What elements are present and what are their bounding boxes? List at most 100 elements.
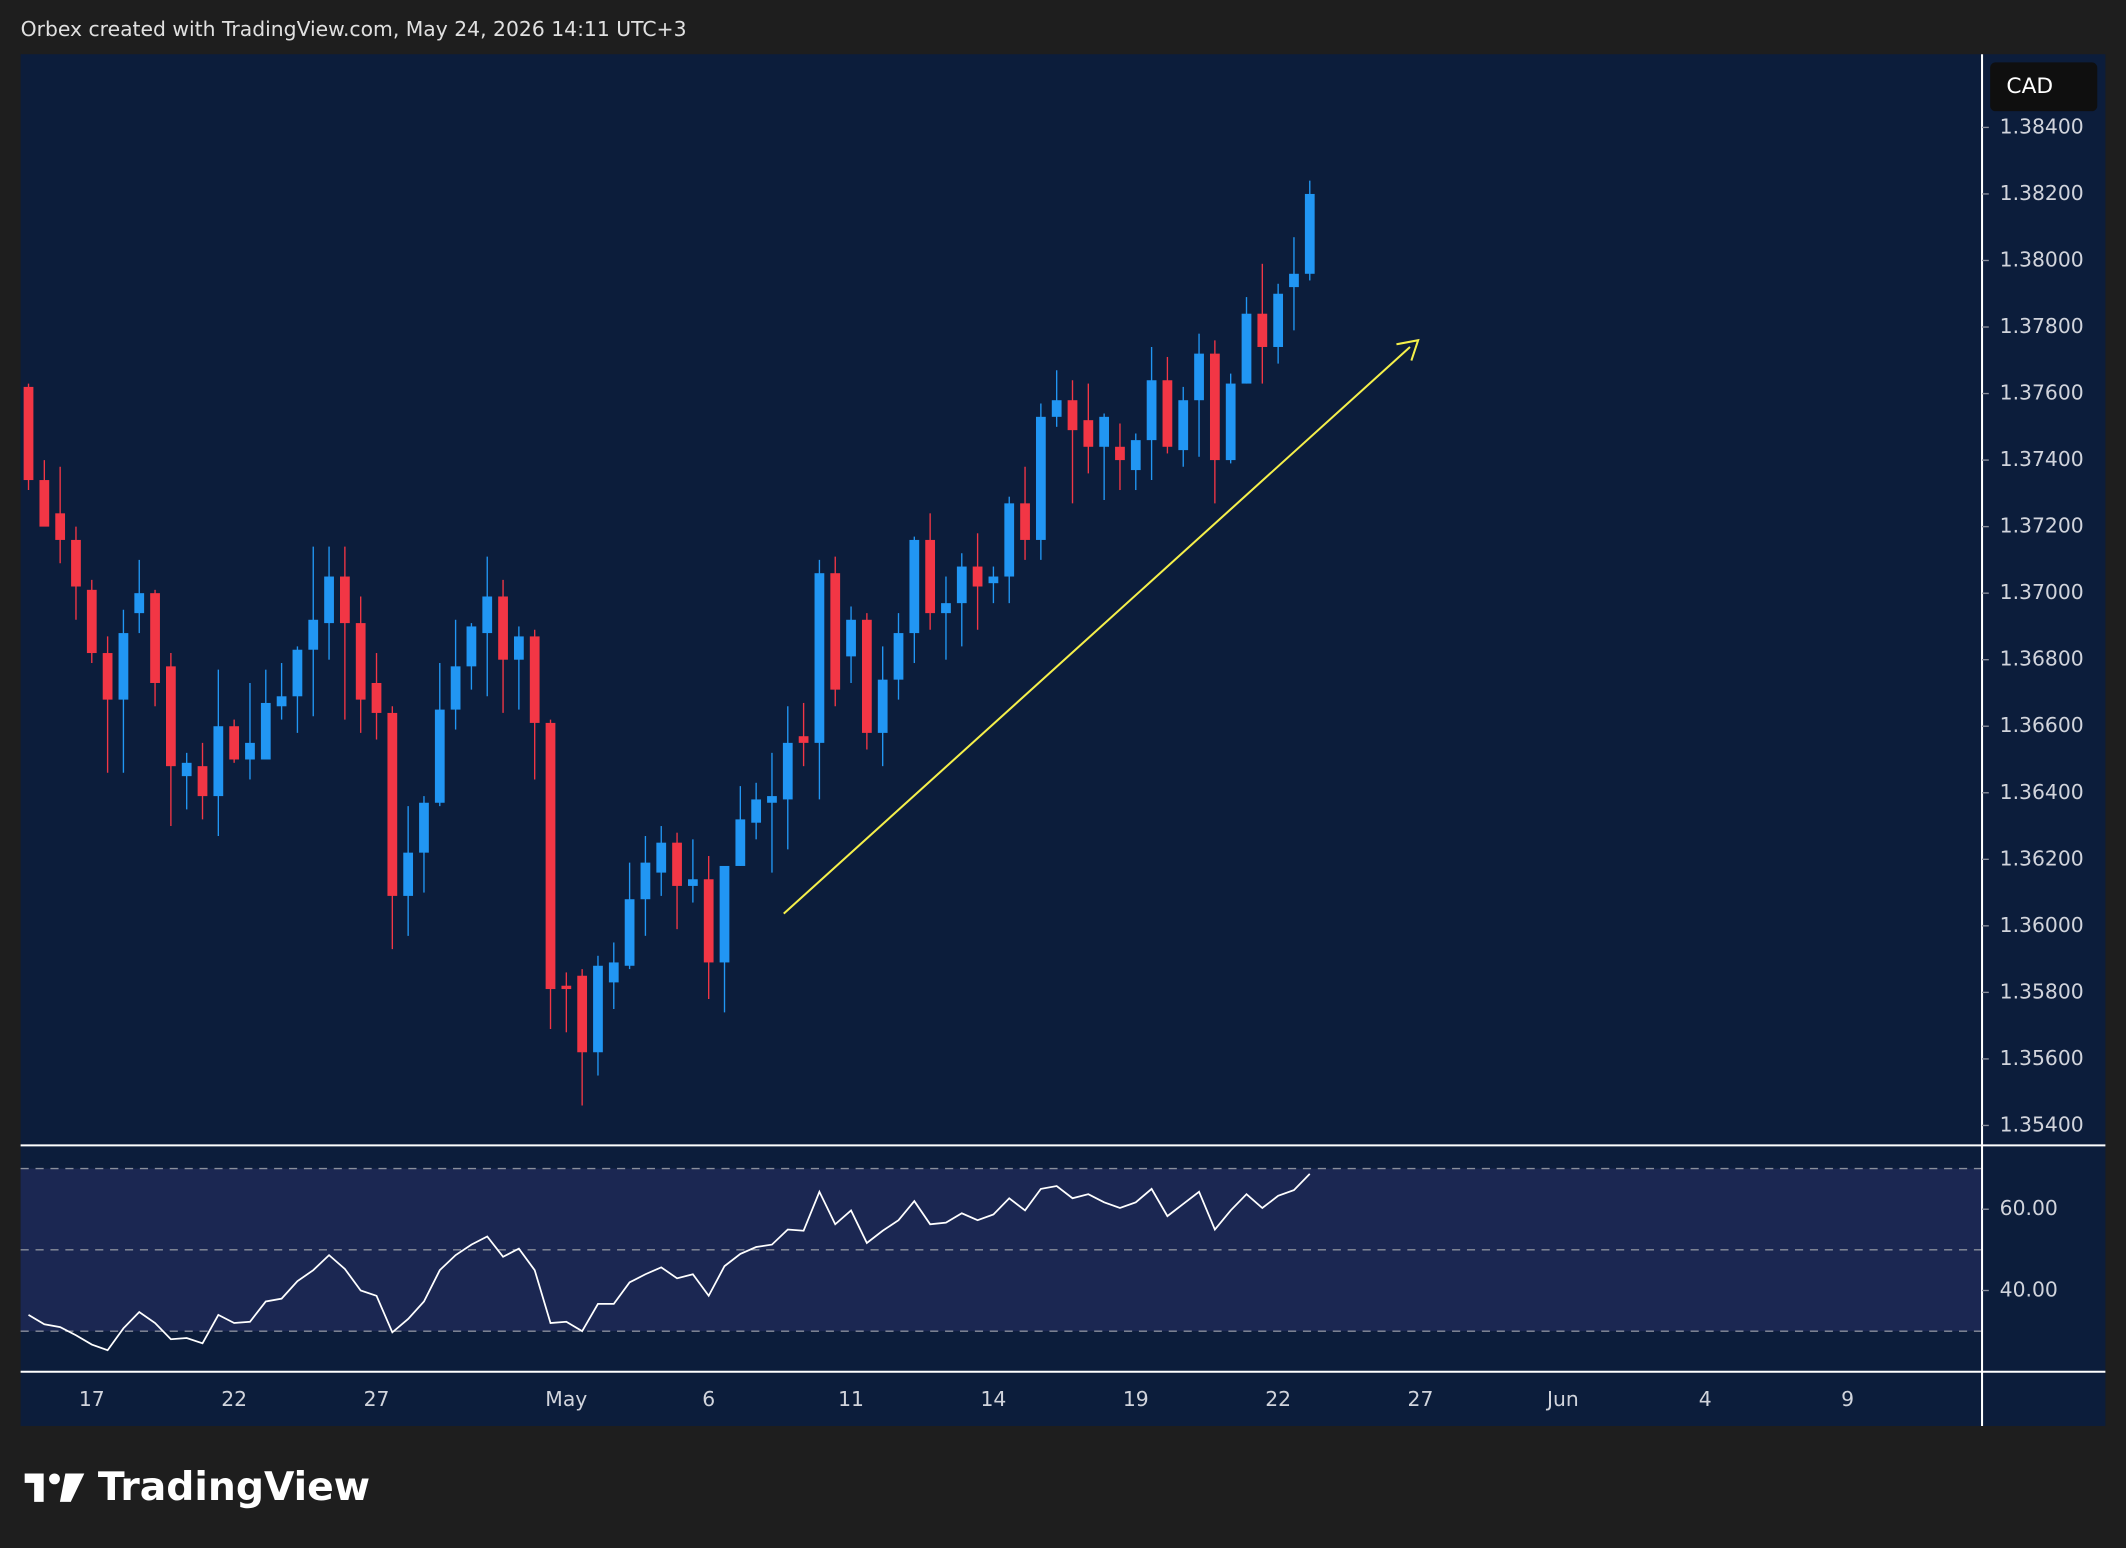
candle-body — [150, 593, 160, 683]
candle-body — [213, 726, 224, 797]
candle-body — [861, 619, 872, 733]
x-tick-label: 22 — [221, 1387, 247, 1411]
y-tick-label: 1.36400 — [2000, 780, 2084, 804]
candle-body — [403, 852, 414, 896]
candle-body — [624, 899, 635, 966]
y-tick-label: 1.36200 — [2000, 846, 2084, 870]
candle-body — [782, 742, 793, 800]
candle-body — [656, 842, 667, 873]
candle-body — [672, 842, 682, 886]
candle-body — [1083, 420, 1094, 447]
candle-body — [498, 596, 508, 660]
candle-body — [118, 633, 129, 700]
candle-body — [245, 742, 255, 760]
candle-body — [846, 619, 856, 657]
candle-body — [719, 865, 730, 963]
candle-body — [735, 819, 746, 866]
rsi-y-tick-label: 40.00 — [2000, 1278, 2058, 1302]
candle-body — [1162, 380, 1173, 447]
candle-body — [956, 566, 967, 604]
candle-body — [371, 682, 382, 713]
logo-shape — [24, 1473, 44, 1502]
x-tick-label: 4 — [1699, 1387, 1712, 1411]
candle-body — [23, 386, 34, 481]
candle-body — [1304, 193, 1315, 274]
candle-body — [55, 513, 66, 540]
candle-body — [1067, 400, 1078, 431]
candle-body — [134, 593, 145, 614]
candle-body — [593, 965, 603, 1053]
candle-body — [1289, 273, 1299, 288]
candle-body — [292, 649, 303, 697]
trend-line — [783, 346, 1411, 915]
candle-body — [1115, 446, 1125, 461]
candle-body — [1178, 400, 1189, 451]
candle-body — [1241, 313, 1252, 384]
x-tick-label: 17 — [79, 1387, 105, 1411]
x-tick-label: 19 — [1123, 1387, 1149, 1411]
candle-body — [1273, 293, 1284, 347]
currency-box — [1990, 62, 2098, 112]
candle-body — [877, 679, 888, 733]
candle-body — [86, 589, 97, 654]
candle-body — [893, 633, 904, 680]
candle-body — [1225, 383, 1236, 461]
candle-body — [1099, 416, 1110, 447]
candle-body — [1146, 380, 1157, 441]
y-tick-label: 1.35800 — [2000, 979, 2084, 1003]
chart-title: Orbex created with TradingView.com, May … — [21, 17, 687, 41]
y-tick-label: 1.38400 — [2000, 114, 2084, 138]
candle-body — [276, 696, 287, 707]
candle-body — [925, 539, 936, 614]
candle-body — [972, 566, 983, 587]
candle-body — [545, 722, 556, 990]
candle-body — [561, 985, 572, 990]
candle-body — [229, 726, 240, 760]
candle-body — [751, 799, 762, 823]
candle-body — [102, 653, 113, 700]
candle-body — [830, 573, 841, 690]
candle-body — [434, 709, 445, 803]
candle-body — [703, 879, 714, 963]
y-tick-label: 1.37600 — [2000, 381, 2084, 405]
candle-body — [1051, 400, 1062, 417]
y-tick-label: 1.37200 — [2000, 514, 2084, 538]
candle-body — [1194, 353, 1204, 401]
candle-body — [1257, 313, 1268, 347]
y-tick-label: 1.36000 — [2000, 913, 2084, 937]
candle-body — [450, 666, 461, 710]
y-tick-label: 1.35600 — [2000, 1046, 2084, 1070]
candle-body — [640, 862, 651, 900]
candle-body — [513, 636, 524, 660]
candle-body — [308, 619, 319, 650]
x-tick-label: 27 — [1408, 1387, 1434, 1411]
candles — [23, 180, 1315, 1106]
y-tick-label: 1.35400 — [2000, 1112, 2084, 1136]
candle-body — [39, 480, 50, 527]
logo-shape — [59, 1473, 85, 1502]
candle-body — [529, 636, 540, 723]
rsi-line — [28, 1173, 1311, 1352]
candle-body — [941, 603, 951, 614]
candle-body — [814, 573, 825, 743]
marks: 1.38400 1.38200 1.38000 1.37800 1.37600 1.374… — [23, 114, 2084, 1411]
candle-body — [181, 762, 192, 777]
x-tick-label: 9 — [1841, 1387, 1854, 1411]
candle-body — [909, 539, 920, 634]
x-tick-label: 14 — [980, 1387, 1006, 1411]
brand-logo — [24, 1473, 85, 1502]
candle-body — [1004, 503, 1015, 577]
y-tick-label: 1.36600 — [2000, 713, 2084, 737]
candle-body — [577, 975, 588, 1053]
candle-body — [482, 596, 493, 634]
candle-body — [988, 576, 999, 584]
candle-body — [608, 962, 619, 983]
y-tick-label: 1.37000 — [2000, 580, 2084, 604]
candle-body — [466, 626, 477, 667]
candle-body — [71, 539, 81, 587]
currency-label: CAD — [2006, 74, 2053, 99]
y-tick-label: 1.38000 — [2000, 247, 2084, 271]
candle-body — [1035, 416, 1046, 540]
